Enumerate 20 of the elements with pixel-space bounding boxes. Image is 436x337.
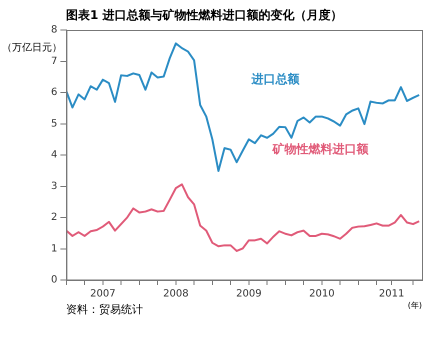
y-tick-label: 2 <box>50 212 58 224</box>
y-tick-label: 4 <box>50 150 58 161</box>
y-tick-label: 6 <box>50 87 58 98</box>
y-tick-label: 3 <box>50 180 58 192</box>
x-tick-label: 2008 <box>163 288 189 300</box>
y-tick-label: 8 <box>50 24 58 36</box>
x-tick-label: 2011 <box>378 288 404 300</box>
y-tick-label: 7 <box>50 56 58 67</box>
x-tick-label: 2007 <box>90 288 116 300</box>
y-axis-title: （万亿日元） <box>2 42 62 54</box>
x-tick-label: 2009 <box>236 288 262 300</box>
y-tick-label: 0 <box>50 274 58 286</box>
text: 资料：贸易统计 <box>66 302 143 316</box>
y-tick-label: 1 <box>50 243 58 254</box>
text: 进口总额 <box>250 72 300 86</box>
x-axis-title: (年) <box>408 301 422 310</box>
x-tick-label: 2010 <box>309 288 335 300</box>
chart-title: 图表1 进口总额与矿物性燃料进口额的变化（月度） <box>66 8 343 22</box>
text: 矿物性燃料进口额 <box>272 142 370 156</box>
y-tick-label: 5 <box>50 118 58 130</box>
